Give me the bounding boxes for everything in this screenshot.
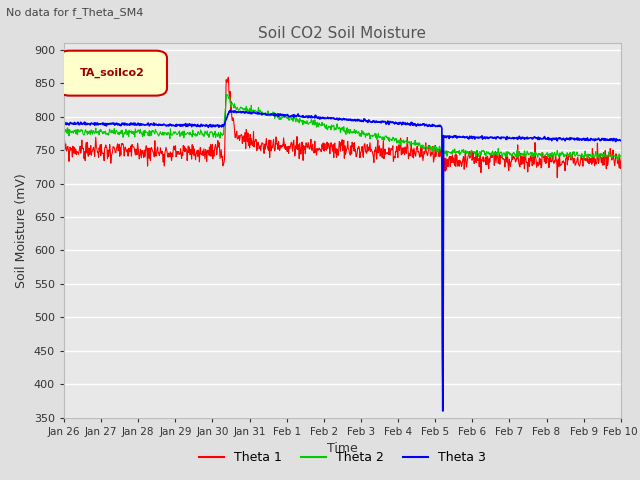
Theta 1 <box>117 152 125 158</box>
FancyBboxPatch shape <box>58 51 167 96</box>
Theta 3 <box>506 134 513 140</box>
Y-axis label: Soil Moisture (mV): Soil Moisture (mV) <box>15 173 28 288</box>
Theta 3 <box>444 133 451 139</box>
Theta 2 <box>617 153 625 158</box>
Line: Theta 2: Theta 2 <box>64 95 621 411</box>
Theta 3 <box>60 120 68 125</box>
Theta 2 <box>506 150 513 156</box>
Line: Theta 1: Theta 1 <box>64 77 621 411</box>
Theta 2 <box>223 92 230 97</box>
Theta 2 <box>306 120 314 125</box>
Theta 1 <box>225 74 232 80</box>
Theta 1 <box>438 408 446 414</box>
Theta 3 <box>439 408 447 414</box>
Theta 3 <box>617 138 625 144</box>
Theta 2 <box>438 408 446 414</box>
Theta 1 <box>506 156 513 162</box>
Theta 1 <box>306 146 314 152</box>
Theta 1 <box>495 151 503 156</box>
Theta 1 <box>617 158 625 164</box>
Text: TA_soilco2: TA_soilco2 <box>80 68 145 78</box>
Theta 3 <box>495 135 503 141</box>
Theta 2 <box>495 150 503 156</box>
Theta 3 <box>286 114 294 120</box>
Title: Soil CO2 Soil Moisture: Soil CO2 Soil Moisture <box>259 25 426 41</box>
X-axis label: Time: Time <box>327 442 358 455</box>
Theta 3 <box>306 113 314 119</box>
Theta 1 <box>286 146 294 152</box>
Theta 2 <box>286 117 294 123</box>
Theta 2 <box>117 128 125 134</box>
Line: Theta 3: Theta 3 <box>64 110 621 411</box>
Theta 3 <box>227 108 234 113</box>
Theta 2 <box>444 148 451 154</box>
Text: No data for f_Theta_SM4: No data for f_Theta_SM4 <box>6 7 144 18</box>
Theta 2 <box>60 128 68 133</box>
Theta 3 <box>117 123 125 129</box>
Theta 1 <box>444 156 451 162</box>
Legend: Theta 1, Theta 2, Theta 3: Theta 1, Theta 2, Theta 3 <box>195 446 490 469</box>
Theta 1 <box>60 148 68 154</box>
